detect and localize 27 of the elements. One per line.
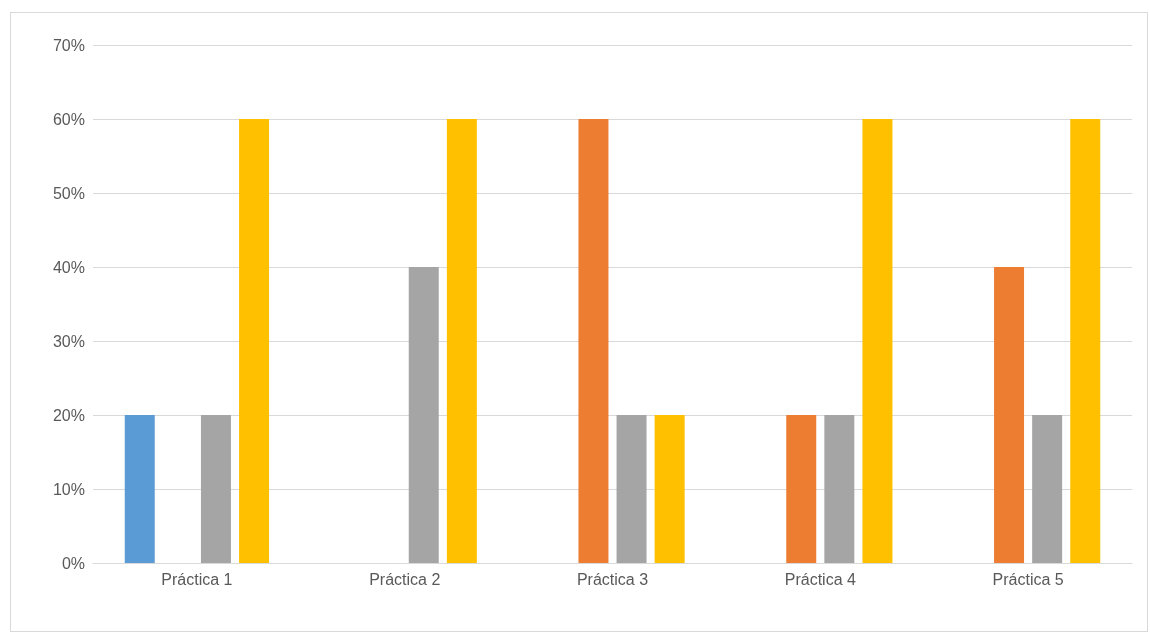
y-tick-label: 40% (52, 258, 85, 276)
bar (1070, 119, 1101, 563)
y-tick-label: 10% (52, 480, 85, 498)
bar (408, 267, 439, 563)
bar (578, 119, 609, 563)
x-tick-label: Práctica 4 (784, 570, 856, 588)
bar (786, 415, 817, 563)
y-tick-label: 30% (52, 332, 85, 350)
bar (994, 267, 1025, 563)
bar (654, 415, 685, 563)
bar (1032, 415, 1063, 563)
y-tick-label: 70% (52, 36, 85, 54)
y-tick-label: 50% (52, 184, 85, 202)
x-tick-label: Práctica 1 (161, 570, 233, 588)
bar (239, 119, 270, 563)
bar (446, 119, 477, 563)
bar (200, 415, 231, 563)
bar (616, 415, 647, 563)
x-tick-label: Práctica 3 (576, 570, 649, 588)
x-tick-label: Práctica 5 (992, 570, 1064, 588)
y-tick-label: 0% (61, 554, 85, 572)
bar (862, 119, 893, 563)
x-tick-label: Práctica 2 (369, 570, 441, 588)
bar (824, 415, 855, 563)
bar (124, 415, 155, 563)
y-tick-label: 60% (52, 110, 85, 128)
y-tick-label: 20% (52, 406, 85, 424)
